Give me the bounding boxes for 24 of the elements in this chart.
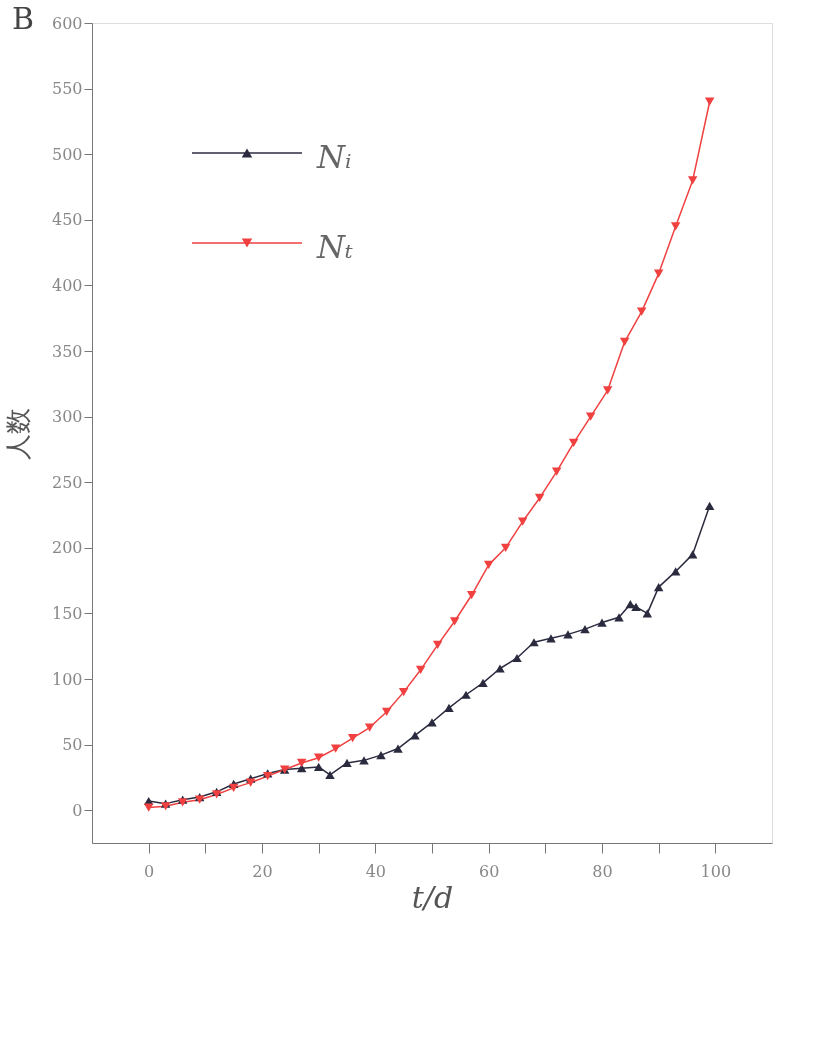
- y-axis-title: 人数: [2, 407, 33, 460]
- x-tick-label: 100: [700, 861, 732, 881]
- y-tick-label: 250: [51, 472, 83, 492]
- y-tick-label: 50: [62, 735, 83, 755]
- y-tick-label: 400: [51, 275, 83, 295]
- chart-title: B: [12, 1, 35, 36]
- x-tick-label: 20: [252, 861, 273, 881]
- x-axis-title: t/d: [411, 879, 454, 915]
- x-tick-label: 40: [365, 861, 387, 881]
- x-tick-label: 80: [592, 861, 613, 881]
- x-tick-label: 0: [144, 861, 155, 881]
- x-tick-label: 60: [478, 861, 500, 881]
- legend-label: Nₜ: [316, 228, 353, 266]
- y-tick-label: 150: [51, 603, 83, 623]
- y-tick-label: 500: [51, 144, 83, 164]
- legend-label: Nᵢ: [316, 138, 352, 176]
- y-tick-label: 200: [51, 538, 83, 558]
- y-tick-label: 0: [72, 800, 83, 820]
- y-tick-label: 550: [51, 79, 83, 99]
- y-tick-label: 450: [51, 210, 83, 230]
- y-tick-label: 350: [51, 341, 83, 361]
- y-tick-label: 100: [51, 669, 83, 689]
- y-tick-label: 300: [51, 407, 83, 427]
- y-tick-label: 600: [51, 13, 83, 33]
